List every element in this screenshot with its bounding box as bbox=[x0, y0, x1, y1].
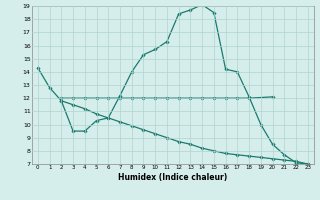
X-axis label: Humidex (Indice chaleur): Humidex (Indice chaleur) bbox=[118, 173, 228, 182]
